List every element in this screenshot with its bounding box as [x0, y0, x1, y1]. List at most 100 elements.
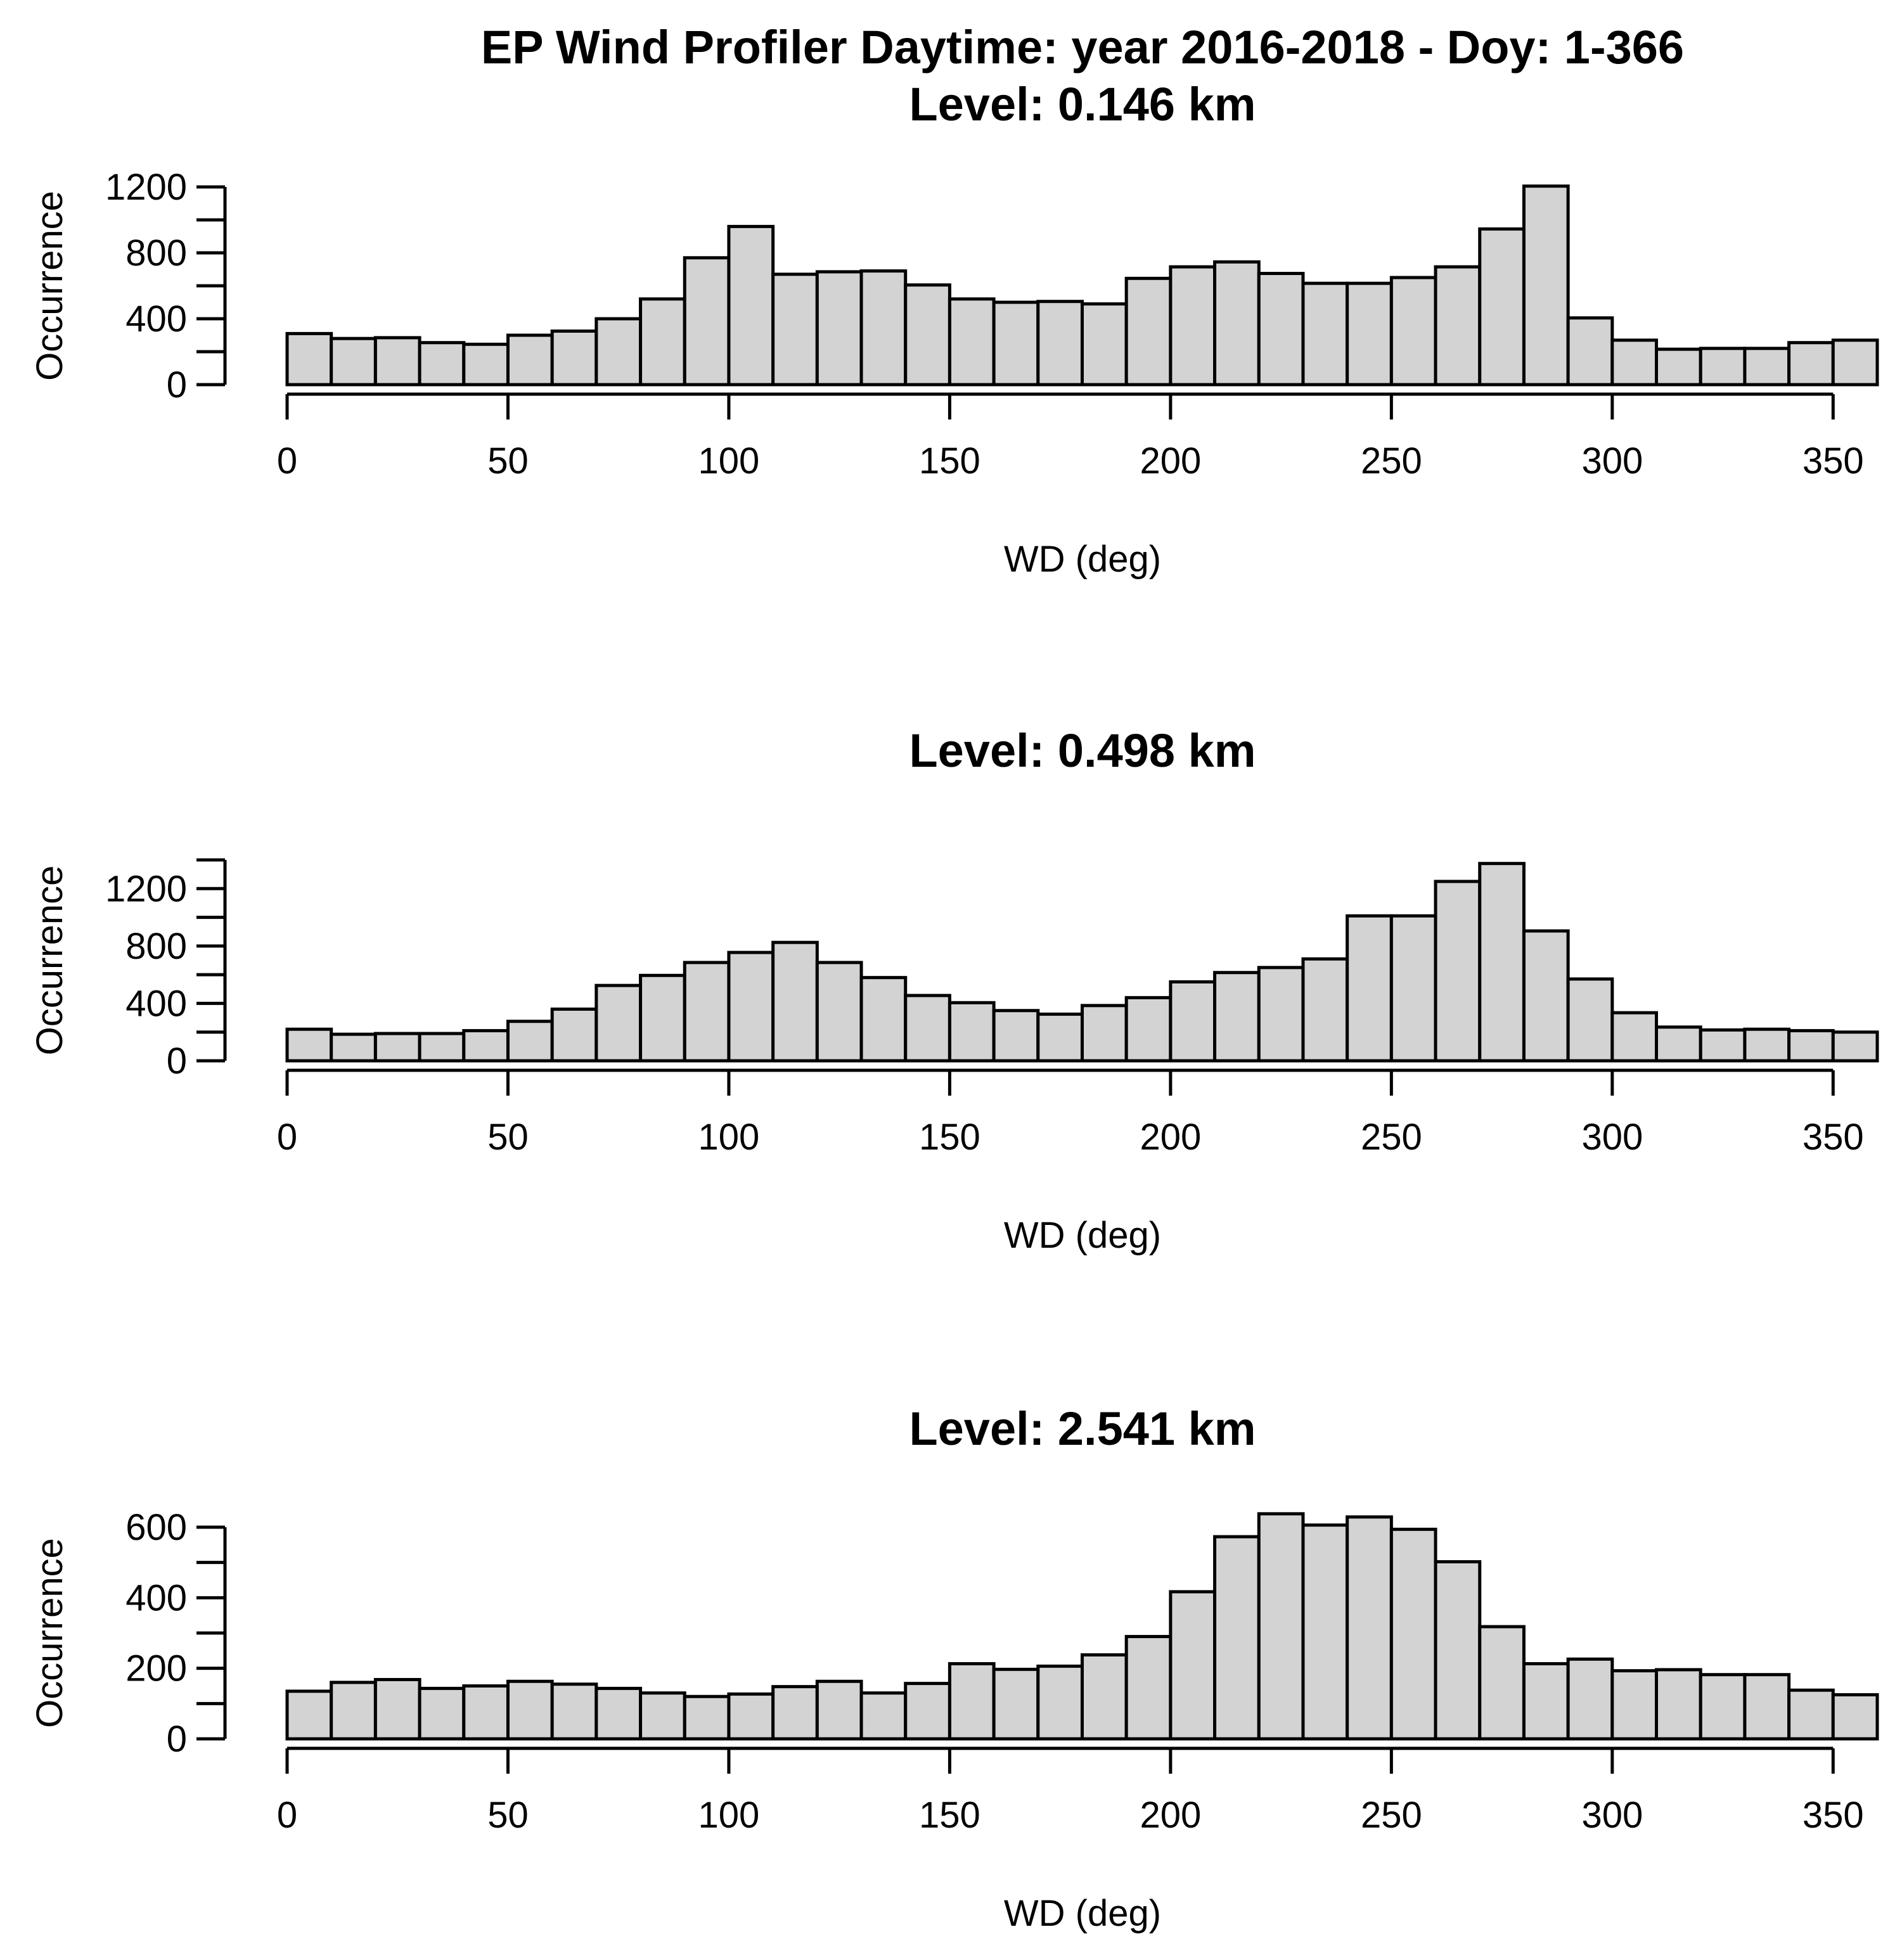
x-tick-label: 150	[919, 440, 980, 482]
histogram-bar	[506, 1020, 554, 1063]
histogram-bar	[1213, 260, 1261, 387]
histogram-bar	[727, 1692, 775, 1741]
histogram-bar	[1655, 1668, 1702, 1741]
histogram-bar	[1699, 1673, 1747, 1741]
panel-title: Level: 0.498 km	[909, 724, 1256, 777]
histogram-bar	[418, 1686, 466, 1741]
histogram-bar	[727, 224, 775, 387]
histogram-bar	[1787, 1688, 1835, 1741]
histogram-bar	[1787, 341, 1835, 387]
histogram-bar	[373, 336, 421, 387]
histogram-bar	[1655, 347, 1702, 387]
x-tick-label: 0	[277, 1795, 297, 1836]
x-tick-label: 0	[277, 440, 297, 482]
y-tick-label: 1200	[105, 167, 187, 208]
panels-group: Level: 0.146 km 0 400 800 1200 Occurrence 0 50 1…	[29, 78, 1879, 1934]
histogram-bar	[1655, 1025, 1702, 1063]
histogram-bar	[1522, 1662, 1570, 1741]
histogram-bar	[1389, 1527, 1437, 1741]
histogram-bar	[1478, 227, 1526, 387]
histogram-bar	[1346, 914, 1393, 1063]
histogram-bar	[1257, 1512, 1305, 1741]
histogram-bar	[1257, 966, 1305, 1063]
y-tick-label: 0	[167, 1041, 187, 1082]
histogram-bar	[727, 951, 775, 1063]
y-tick-label: 1200	[105, 868, 187, 909]
y-tick-label: 200	[125, 1648, 187, 1689]
x-tick-label: 250	[1361, 1795, 1422, 1836]
histogram-bar	[1081, 1653, 1128, 1741]
histogram-bar	[1434, 880, 1482, 1063]
histogram-bar	[418, 1032, 466, 1063]
histogram-bar	[1389, 276, 1437, 387]
histogram-bar	[859, 976, 908, 1063]
histogram-bar	[1699, 1028, 1747, 1063]
histogram-panel-3: Level: 2.541 km 0 200 400 600 Occurrence 0 50 10…	[29, 1402, 1879, 1934]
histogram-bar	[594, 1686, 643, 1741]
histogram-bar	[462, 1684, 510, 1741]
histogram-bar	[1389, 914, 1437, 1063]
histogram-bar	[815, 1679, 863, 1741]
histogram-bar	[550, 1007, 598, 1063]
x-tick-label: 0	[277, 1117, 297, 1158]
x-tick-label: 50	[487, 440, 529, 482]
y-tick-label: 400	[125, 298, 187, 340]
histogram-bar	[1478, 862, 1526, 1063]
x-tick-label: 300	[1581, 440, 1643, 482]
histogram-bar	[771, 272, 819, 387]
histogram-bar	[285, 331, 333, 387]
histogram-bar	[1257, 272, 1305, 387]
histogram-bar	[1301, 1523, 1349, 1741]
y-tick-label: 800	[125, 233, 187, 274]
histogram-bar	[1124, 1635, 1173, 1741]
histogram-bar	[683, 1694, 731, 1741]
histogram-bar	[1787, 1028, 1835, 1063]
histogram-bar	[285, 1689, 333, 1741]
histogram-bar	[1124, 276, 1173, 387]
histogram-bar	[992, 1667, 1040, 1741]
histogram-bar	[1213, 971, 1261, 1063]
histogram-bar	[1169, 980, 1217, 1063]
histogram-bar	[418, 341, 466, 387]
histogram-bar	[948, 297, 996, 387]
histogram-bar	[1743, 1027, 1791, 1063]
histogram-bar	[594, 983, 643, 1063]
x-axis-label: WD (deg)	[1004, 1893, 1161, 1934]
histogram-bar	[859, 1691, 908, 1741]
histogram-bar	[1522, 184, 1570, 387]
y-tick-label: 400	[125, 983, 187, 1024]
x-tick-label: 300	[1581, 1795, 1643, 1836]
x-axis-label: WD (deg)	[1004, 539, 1161, 580]
histogram-bar	[506, 333, 554, 387]
panel-title: Level: 0.146 km	[909, 78, 1256, 131]
y-tick-label: 800	[125, 926, 187, 967]
x-tick-label: 350	[1802, 440, 1864, 482]
histogram-bar	[948, 1001, 996, 1063]
histogram-bar	[815, 270, 863, 387]
histogram-bar	[330, 336, 377, 387]
panel-title: Level: 2.541 km	[909, 1402, 1256, 1455]
y-axis-label: Occurrence	[29, 866, 70, 1056]
y-tick-label: 600	[125, 1507, 187, 1548]
y-axis-label: Occurrence	[29, 191, 70, 381]
y-axis-label: Occurrence	[29, 1538, 70, 1728]
histogram-bar	[1566, 1657, 1614, 1741]
histogram-bar	[1036, 300, 1084, 387]
histogram-bar	[639, 297, 686, 387]
histogram-bar	[1036, 1664, 1084, 1741]
histogram-bar	[904, 994, 951, 1063]
histogram-bar	[683, 961, 731, 1063]
x-tick-label: 250	[1361, 1117, 1422, 1158]
histogram-bar	[904, 283, 951, 387]
histogram-bar	[1081, 1004, 1128, 1063]
histogram-bar	[639, 1691, 686, 1741]
histogram-bar	[1743, 347, 1791, 387]
histogram-bar	[1610, 1011, 1659, 1063]
histogram-bar	[992, 1009, 1040, 1063]
histogram-bar	[1522, 929, 1570, 1063]
histogram-bar	[1434, 1560, 1482, 1741]
x-tick-label: 150	[919, 1795, 980, 1836]
histogram-bar	[1301, 281, 1349, 387]
histogram-bar	[462, 1028, 510, 1063]
